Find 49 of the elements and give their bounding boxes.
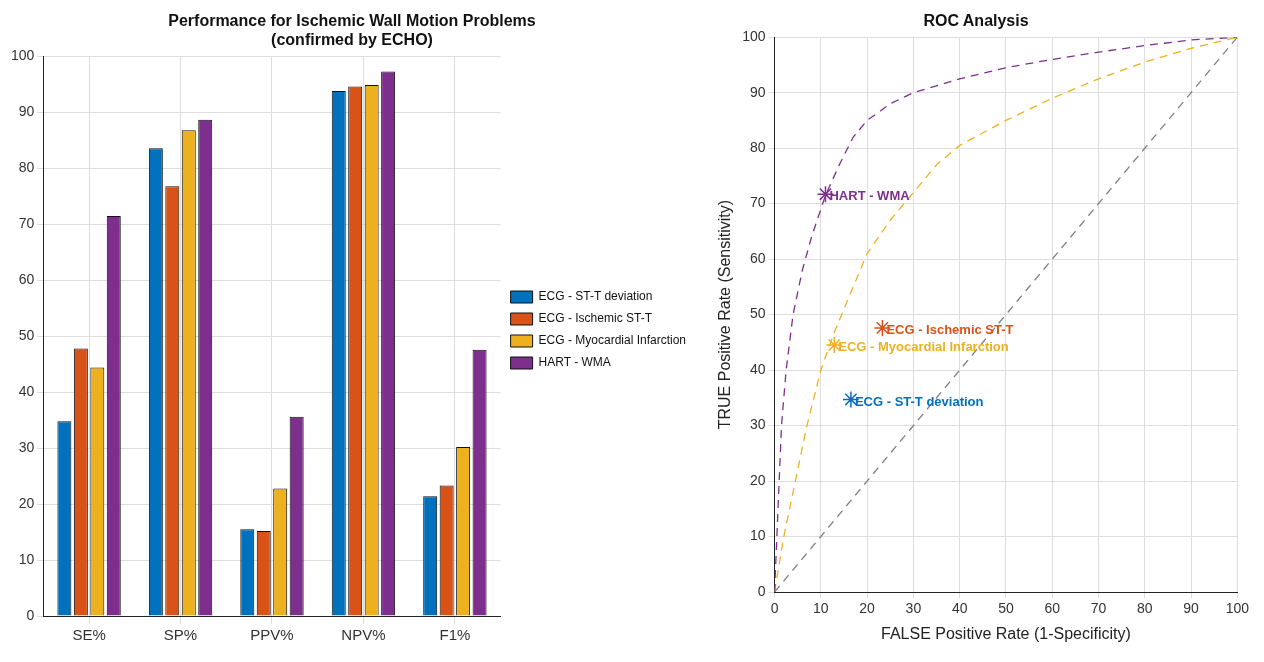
legend-label: ECG - Ischemic ST-T [538,311,653,326]
y-tick-label: 80 [18,159,35,176]
y-tick-label: 20 [18,494,35,511]
y-tick-label: 10 [18,550,35,567]
y-tick-label: 40 [749,360,766,377]
x-tick-label: 60 [1044,600,1061,617]
x-tick-label: NPV% [341,626,386,644]
y-tick-label: 70 [18,215,35,232]
x-tick-label: 20 [859,600,876,617]
y-tick-label: 20 [749,471,766,488]
y-tick-label: 100 [11,47,35,64]
y-tick-label: 50 [18,327,35,344]
x-tick-label: 40 [951,600,968,617]
x-tick-label: 90 [1183,600,1200,617]
legend-label: HART - WMA [538,355,611,370]
x-tick-label: SP% [163,626,198,644]
series-label: ECG - Myocardial Infarction [838,339,1009,355]
x-tick-label: 80 [1136,600,1153,617]
x-tick-label: 30 [905,600,922,617]
y-tick-label: 60 [749,249,766,266]
x-tick-label: SE% [72,626,106,644]
y-tick-label: 30 [749,416,766,433]
y-tick-label: 10 [749,527,766,544]
y-tick-label: 50 [749,305,766,322]
x-tick-label: 50 [998,600,1014,617]
series-label: ECG - Ischemic ST-T [886,321,1014,337]
chart-title: Performance for Ischemic Wall Motion Problems (confirmed by ECHO) [168,12,536,49]
x-tick-label: 0 [770,600,779,617]
y-tick-label: 70 [749,194,766,211]
chart-title: ROC Analysis [923,12,1029,30]
y-tick-label: 30 [18,438,35,455]
y-tick-label: 0 [757,582,766,599]
x-tick-label: 100 [1225,600,1250,617]
y-tick-label: 40 [18,383,35,400]
x-tick-label: PPV% [250,626,294,644]
x-tick-label: 70 [1090,600,1107,617]
y-tick-label: 60 [18,271,35,288]
y-axis-title: TRUE Positive Rate (Sensitivity) [716,199,734,430]
legend-label: ECG - Myocardial Infarction [538,333,687,348]
legend-label: ECG - ST-T deviation [538,289,653,304]
y-tick-label: 80 [749,139,766,156]
y-tick-label: 90 [749,83,766,100]
y-tick-label: 100 [742,28,766,45]
x-tick-label: F1% [439,626,471,644]
x-axis-title: FALSE Positive Rate (1-Specificity) [881,624,1131,642]
series-label: HART - WMA [829,188,911,204]
y-tick-label: 90 [18,103,35,120]
series-label: ECG - ST-T deviation [854,393,984,409]
x-tick-label: 10 [813,600,829,617]
